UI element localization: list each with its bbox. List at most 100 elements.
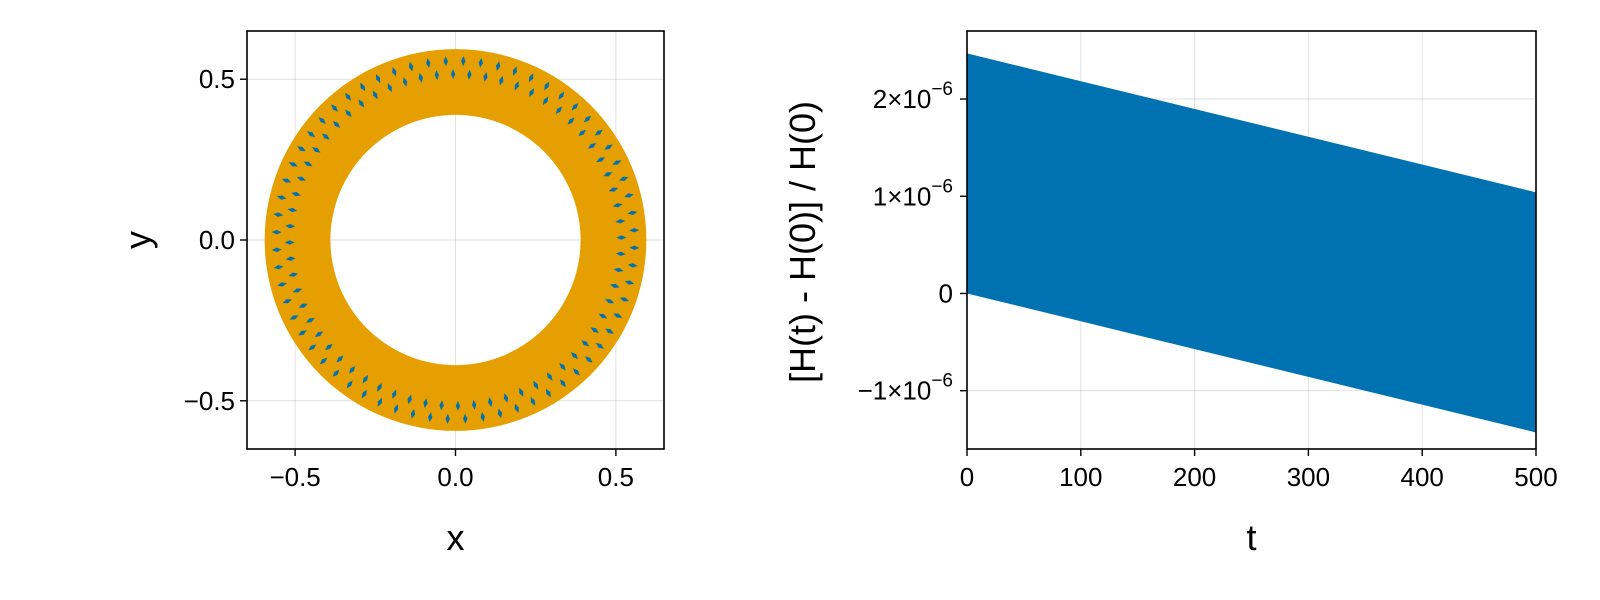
orbit-gap xyxy=(285,223,296,229)
orbit-gap xyxy=(567,117,575,125)
orbit-lobe xyxy=(273,157,339,201)
orbit-gap xyxy=(288,272,299,277)
energy-xlabel: t xyxy=(1246,517,1256,558)
orbit-gap xyxy=(570,352,579,360)
orbit-gap xyxy=(305,317,315,323)
orbit-lobe xyxy=(546,322,599,384)
orbit-lobe xyxy=(300,322,365,370)
orbit-gap xyxy=(298,330,307,336)
orbit-gap xyxy=(377,382,382,392)
orbit-gap xyxy=(613,313,623,318)
orbit-series-2 xyxy=(262,47,649,433)
orbit-gap xyxy=(615,219,626,224)
orbit-lobe xyxy=(517,74,571,135)
orbit-lobe xyxy=(312,330,374,384)
orbit-gap xyxy=(612,160,622,165)
orbit-gap xyxy=(289,315,299,320)
orbit-lobe xyxy=(471,49,503,117)
orbit-gap xyxy=(624,280,635,285)
orbit-gap xyxy=(503,393,509,403)
energy-tick-labels: 0 100 200 300 400 500−1×10−601×10−62×10−6 xyxy=(858,79,1558,492)
energy-y-tick-label: 2×10−6 xyxy=(873,79,953,114)
orbit-gap xyxy=(276,195,287,200)
orbit-gap xyxy=(583,115,592,123)
orbit-gap xyxy=(519,387,524,397)
energy-y-tick-mantissa: −1×10 xyxy=(858,376,932,406)
orbit-gap xyxy=(595,342,604,349)
orbit-gap xyxy=(615,251,626,257)
orbit-gap xyxy=(346,380,353,389)
energy-y-tick-exponent: −6 xyxy=(931,176,953,197)
orbit-gap xyxy=(627,210,638,215)
orbit-gap xyxy=(362,375,369,384)
orbit-gap xyxy=(331,104,338,112)
orbit-gap xyxy=(423,398,428,409)
orbit-gap xyxy=(529,88,534,98)
energy-x-tick-label: 400 xyxy=(1401,462,1444,492)
orbit-x-tick-label: 0.0 xyxy=(437,462,473,492)
orbit-x-tick-label: −0.5 xyxy=(269,462,320,492)
orbit-lobe xyxy=(445,364,466,433)
orbit-gap xyxy=(408,61,414,72)
energy-y-tick-label: −1×10−6 xyxy=(858,371,953,406)
orbit-y-tick-label: 0.5 xyxy=(199,64,235,94)
orbit-gap xyxy=(497,408,503,419)
orbit-gap xyxy=(277,282,287,287)
orbit-gap xyxy=(571,102,579,111)
energy-y-tick-mantissa: 2×10 xyxy=(873,84,932,114)
orbit-lobe xyxy=(464,363,484,433)
orbit-lobe xyxy=(506,351,539,422)
orbit-gap xyxy=(336,355,344,363)
orbit-lobe xyxy=(390,360,428,428)
orbit-gap xyxy=(627,263,638,268)
orbit-gap xyxy=(619,176,629,181)
orbit-gap xyxy=(360,82,366,92)
orbit-lobe xyxy=(289,312,357,356)
orbit-lobe xyxy=(495,58,539,124)
orbit-gap xyxy=(345,92,352,101)
orbit-gap xyxy=(544,81,550,91)
orbit-gap xyxy=(402,77,408,87)
orbit-gap xyxy=(372,90,378,100)
energy-y-tick-mantissa: 1×10 xyxy=(873,181,932,211)
orbit-lobe xyxy=(325,84,374,150)
energy-ticks xyxy=(960,98,1537,456)
orbit-lobe xyxy=(408,49,428,120)
orbit-gap xyxy=(619,297,630,302)
orbit-lobe xyxy=(264,192,333,225)
orbit-gap xyxy=(624,193,634,198)
orbit-gap xyxy=(318,117,326,124)
orbit-gap xyxy=(297,146,306,152)
orbit-lobe xyxy=(390,52,416,124)
orbit-lobe xyxy=(289,124,350,178)
orbit-lobe xyxy=(567,157,638,189)
orbit-gap xyxy=(559,362,566,371)
orbit-gap xyxy=(542,96,549,105)
orbit-xlabel: x xyxy=(447,517,465,558)
energy-x-tick-label: 300 xyxy=(1287,462,1330,492)
orbit-lobe xyxy=(427,47,447,117)
orbit-lobe xyxy=(268,174,335,213)
orbit-lobe xyxy=(445,47,466,116)
orbit-lobe xyxy=(576,267,643,306)
orbit-gap xyxy=(418,72,423,83)
orbit-lobe xyxy=(567,291,630,340)
orbit-gap xyxy=(426,58,431,69)
orbit-gap xyxy=(514,403,519,413)
orbit-gap xyxy=(545,388,551,398)
orbit-gap xyxy=(443,56,448,67)
orbit-series xyxy=(262,47,649,433)
energy-plot-frame xyxy=(966,30,1537,450)
orbit-gap xyxy=(480,411,485,422)
orbit-lobe xyxy=(578,211,649,231)
orbit-gap xyxy=(612,203,623,208)
orbit-gap xyxy=(410,409,416,419)
orbit-ticks xyxy=(240,78,617,456)
orbit-gap xyxy=(282,299,292,304)
orbit-gap xyxy=(604,144,613,150)
orbit-lobe xyxy=(356,65,394,135)
energy-y-tick-exponent: −6 xyxy=(931,371,953,392)
orbit-gap xyxy=(298,303,308,308)
orbit-gap xyxy=(407,394,412,405)
orbit-gap xyxy=(455,400,461,411)
